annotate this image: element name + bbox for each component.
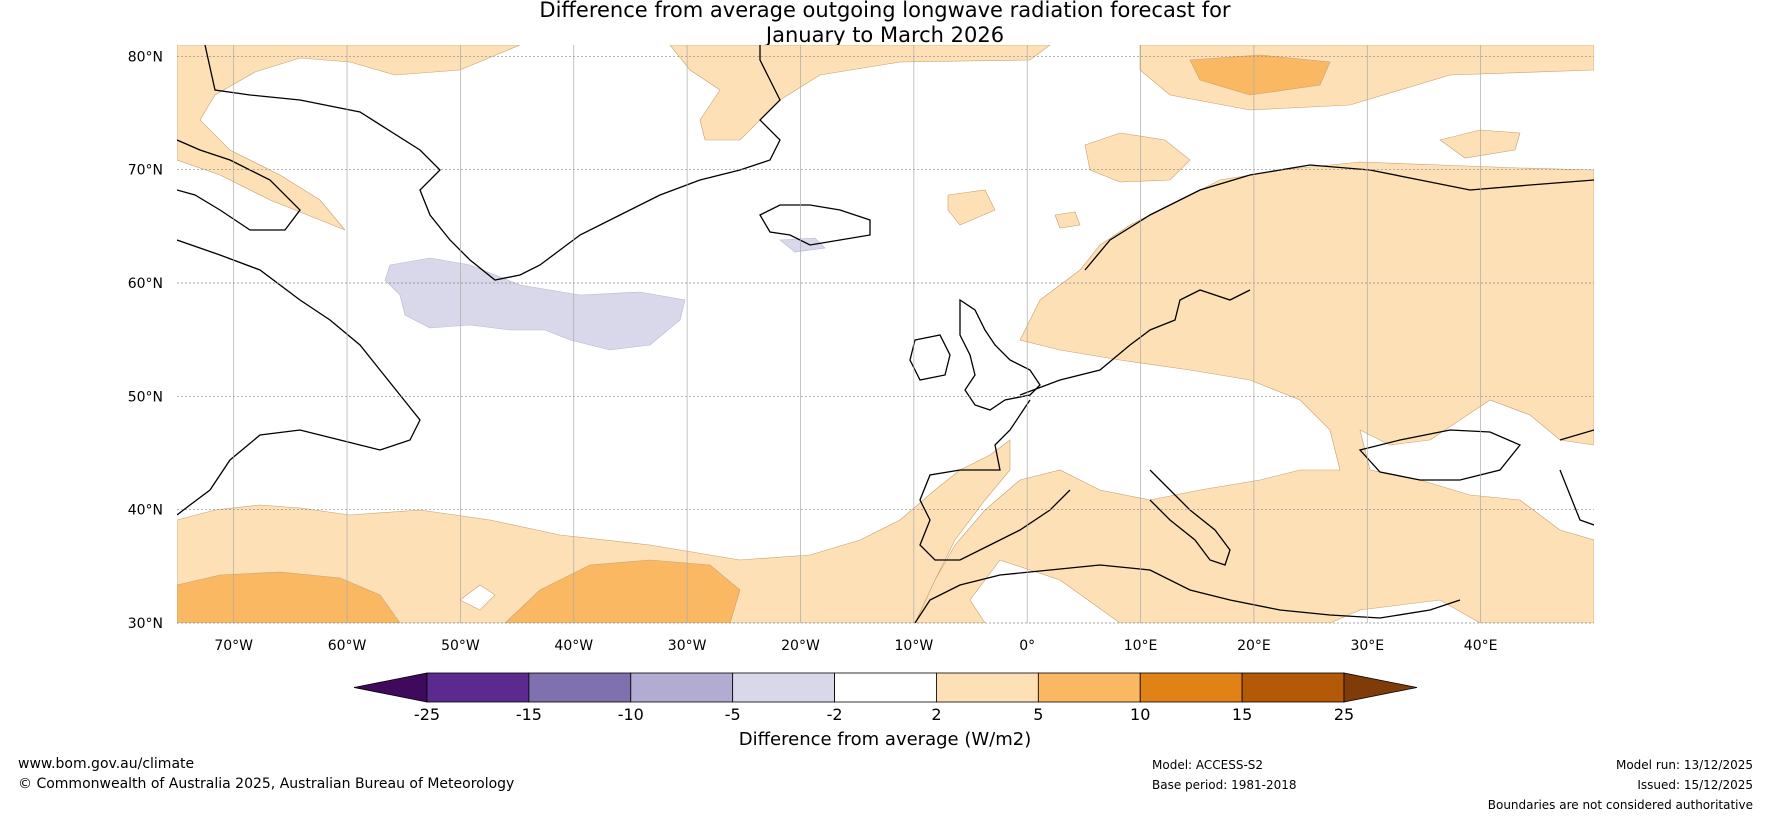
colorbar-label: Difference from average (W/m2) [739, 729, 1031, 750]
anomaly-region-strong-west [177, 571, 401, 623]
anomaly-region-svalbard-strong [1189, 54, 1331, 96]
footer-website: www.bom.gov.au/climate [18, 756, 195, 772]
colorbar-segment [630, 672, 734, 703]
colorbar-segment [528, 672, 632, 703]
lon-label: 60°W [328, 638, 367, 654]
lat-label: 60°N [128, 276, 163, 292]
lon-label: 30°W [668, 638, 707, 654]
coastline-black-sea [1358, 429, 1522, 481]
footer-disclaimer: Boundaries are not considered authoritat… [1487, 798, 1753, 812]
coastlines [177, 45, 1594, 623]
lat-label: 30°N [128, 616, 163, 632]
footer-model-run: Model run: 13/12/2025 [1615, 758, 1753, 772]
colorbar: -25 -15 -10 -5 -2 2 5 10 15 25 [353, 672, 1418, 724]
lon-label: 50°W [441, 638, 480, 654]
coastline-scandinavia [1084, 164, 1594, 271]
colorbar-tick-label: -15 [516, 705, 542, 724]
coastline-iceland [759, 204, 871, 246]
footer-model: Model: ACCESS-S2 [1152, 758, 1264, 772]
longitude-labels: 70°W 60°W 50°W 40°W 30°W 20°W 10°W 0° 10°E 20°E 30… [214, 638, 1497, 654]
latitude-gridlines [177, 55, 1594, 624]
anomaly-region-iceland-negative [779, 237, 826, 253]
colorbar-tick-label: -10 [618, 705, 644, 724]
colorbar-segment [426, 672, 530, 703]
colorbar-tick-label: -2 [827, 705, 843, 724]
lon-label: 0° [1019, 638, 1035, 654]
coastline-caspian [1559, 429, 1594, 526]
colorbar-segment [732, 672, 835, 703]
colorbar-tick-label: -25 [414, 705, 440, 724]
lat-label: 50°N [128, 389, 163, 405]
anomaly-region-labrador-negative [384, 257, 686, 351]
colorbar-tick-label: 10 [1130, 705, 1150, 724]
title-line-1: Difference from average outgoing longwav… [539, 0, 1231, 22]
lon-label: 40°E [1464, 638, 1498, 654]
coastline-europe-west [919, 289, 1251, 561]
colorbar-tick-label: 5 [1033, 705, 1043, 724]
colorbar-segment [1139, 672, 1243, 703]
colorbar-tick-label: 25 [1334, 705, 1354, 724]
colorbar-segment [834, 672, 937, 703]
lon-label: 10°E [1124, 638, 1158, 654]
anomaly-blob-4 [1054, 211, 1081, 229]
lon-label: 30°E [1350, 638, 1384, 654]
lon-label: 20°E [1237, 638, 1271, 654]
colorbar-segment [936, 672, 1039, 703]
latitude-labels: 80°N 70°N 60°N 50°N 40°N 30°N [128, 49, 163, 632]
lon-label: 20°W [781, 638, 820, 654]
anomaly-region-greenland [177, 45, 521, 231]
lon-label: 40°W [554, 638, 593, 654]
coastline-labrador [177, 239, 421, 516]
lat-label: 70°N [128, 163, 163, 179]
coastline-britain [959, 298, 1041, 411]
lon-label: 70°W [214, 638, 253, 654]
coastline-italy [1149, 469, 1231, 566]
anomaly-blob-2 [947, 189, 996, 226]
colorbar-extend-high [1343, 672, 1418, 703]
map-title: Difference from average outgoing longwav… [0, 0, 1770, 48]
anomaly-region-subtropical-atlantic [177, 439, 1011, 623]
footer-copyright: © Commonwealth of Australia 2025, Austra… [18, 776, 515, 792]
coastline-baffin [177, 139, 301, 231]
longitude-gridlines [233, 45, 1481, 623]
anomaly-region-strong-central [504, 559, 741, 623]
lat-label: 80°N [128, 49, 163, 65]
colorbar-tick-label: 15 [1232, 705, 1252, 724]
colorbar-tick-label: 2 [931, 705, 941, 724]
colorbar-tick-label: -5 [725, 705, 741, 724]
anomaly-hole-1 [459, 584, 496, 611]
map-panel [177, 45, 1594, 624]
lat-label: 40°N [128, 503, 163, 519]
anomaly-blob-3 [1439, 129, 1521, 159]
coastline-greenland [204, 45, 781, 281]
anomaly-blob-1 [1084, 132, 1191, 183]
colorbar-segment [1241, 672, 1345, 703]
title-line-2: January to March 2026 [765, 23, 1005, 47]
lon-label: 10°W [895, 638, 934, 654]
footer-issued: Issued: 15/12/2025 [1637, 778, 1753, 792]
footer-base-period: Base period: 1981-2018 [1152, 778, 1297, 792]
coastline-north-africa [914, 564, 1461, 623]
colorbar-segment [1037, 672, 1141, 703]
coastline-ireland [909, 334, 951, 381]
anomaly-region-europe [914, 161, 1594, 623]
colorbar-extend-low [353, 672, 428, 703]
